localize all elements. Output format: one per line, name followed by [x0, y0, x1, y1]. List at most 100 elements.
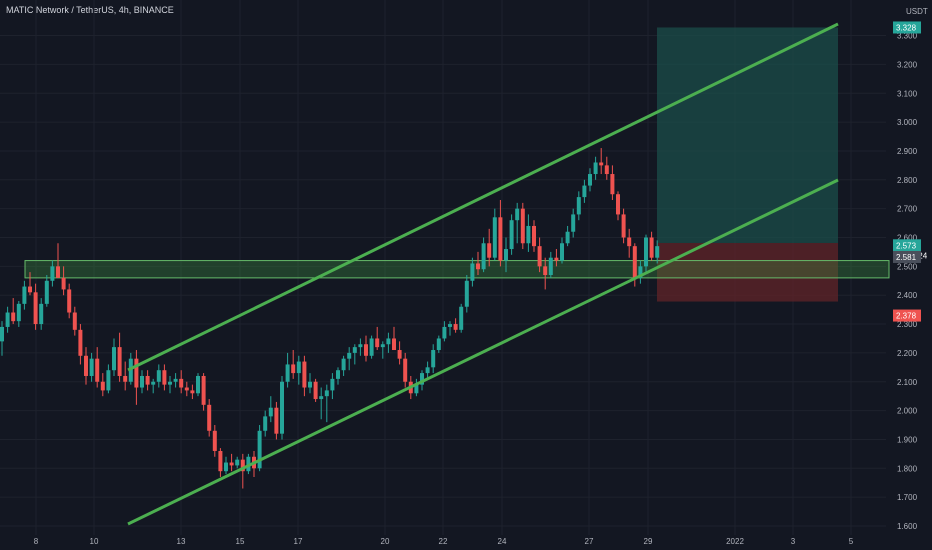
candle-body	[285, 364, 290, 382]
price-axis[interactable]: 1.600 1.700 1.800 1.900 2.000 2.100 2.200 2.300…	[897, 7, 928, 531]
candle-body	[0, 326, 4, 342]
price-tick-label: 2.800	[897, 176, 918, 185]
candle-body	[515, 208, 520, 221]
candle-body	[44, 280, 49, 304]
candle-body	[375, 338, 380, 348]
candle-body	[291, 364, 296, 374]
trend-lines	[127, 22, 839, 526]
candle-body	[151, 381, 156, 385]
candle-body	[112, 347, 116, 371]
candle-body	[476, 263, 480, 270]
candle-body	[453, 324, 458, 330]
candle-body	[140, 375, 144, 388]
time-tick-label: 5	[849, 537, 854, 546]
candle-body	[358, 344, 363, 348]
candle-body	[308, 381, 312, 388]
candle-body	[246, 456, 251, 472]
candle-body	[134, 358, 139, 388]
candle-body	[548, 257, 553, 276]
candle-body	[599, 162, 604, 166]
candle-body	[162, 370, 167, 385]
candle-body	[156, 370, 161, 382]
time-tick-label: 24	[498, 537, 507, 546]
price-tick-label: 2.700	[897, 205, 918, 214]
candle-body	[459, 306, 464, 330]
candle-body	[50, 266, 55, 281]
candle-body	[352, 347, 357, 353]
candle-body	[526, 225, 531, 244]
candle-body	[582, 185, 587, 198]
candle-body	[644, 237, 648, 267]
candle-body	[33, 292, 38, 325]
candle-body	[61, 277, 66, 290]
candle-body	[532, 225, 536, 247]
candle-body	[330, 378, 335, 391]
candle-body	[224, 462, 228, 472]
candle-body	[604, 165, 609, 175]
candle-body	[414, 384, 419, 394]
candle-body	[117, 347, 122, 376]
candle-body	[235, 459, 240, 466]
candle-body	[56, 266, 60, 278]
candle-body	[638, 266, 643, 278]
candle-body	[67, 289, 72, 313]
candle-body	[386, 338, 391, 345]
candle-body	[436, 338, 441, 351]
candle-body	[481, 243, 486, 270]
candle-body	[324, 390, 329, 397]
candle-body	[196, 375, 200, 394]
candle-body	[257, 430, 262, 469]
position-boxes	[657, 27, 838, 302]
candle-body	[520, 208, 525, 244]
candle-body	[302, 361, 307, 388]
price-tick-label: 2.500	[897, 262, 918, 271]
time-tick-label: 3	[791, 537, 796, 546]
candle-body	[341, 358, 346, 371]
candle-body	[201, 375, 206, 405]
time-tick-label: 20	[381, 537, 390, 546]
candle-body	[504, 249, 508, 261]
price-tick-label: 2.100	[897, 378, 918, 387]
channel-line	[127, 22, 839, 372]
candle-body	[207, 404, 212, 431]
time-tick-label: 13	[177, 537, 186, 546]
candle-body	[403, 358, 408, 382]
candle-body	[184, 387, 189, 391]
candle-body	[537, 246, 542, 267]
candle-body	[380, 344, 385, 348]
candle-body	[632, 246, 637, 278]
candle-body	[621, 214, 626, 238]
candle-body	[655, 246, 660, 258]
candle-body	[123, 375, 128, 382]
price-tick-label: 2.900	[897, 147, 918, 156]
candle-body	[576, 197, 581, 215]
candle-body	[106, 370, 111, 391]
candle-body	[364, 344, 368, 356]
candle-body	[509, 220, 514, 250]
candle-body	[296, 361, 301, 374]
candle-body	[179, 378, 184, 388]
candle-body	[560, 243, 564, 261]
candle-body	[100, 381, 105, 391]
candle-body	[336, 370, 340, 379]
candle-body	[554, 257, 559, 261]
candle-body	[492, 217, 497, 258]
candle-body	[313, 381, 318, 400]
price-tick-label: 1.600	[897, 522, 918, 531]
price-tick-label: 2.200	[897, 349, 918, 358]
candle-body	[173, 378, 178, 382]
price-tick-label: 3.300	[897, 32, 918, 41]
entry-badge-bg	[893, 250, 921, 263]
currency-label: USDT	[906, 7, 928, 16]
candle-body	[89, 358, 94, 376]
price-tick-label: 3.000	[897, 118, 918, 127]
time-tick-label: 17	[294, 537, 303, 546]
channel-line	[127, 178, 839, 526]
chart-title: MATIC Network / TetherUS, 4h, BINANCE	[6, 5, 174, 15]
price-tick-label: 3.100	[897, 89, 918, 98]
time-axis[interactable]: 8 10 13 15 17 20 22 24 27 29 2022 3 5	[34, 537, 854, 546]
price-tick-label: 2.600	[897, 234, 918, 243]
candle-body	[39, 303, 44, 325]
